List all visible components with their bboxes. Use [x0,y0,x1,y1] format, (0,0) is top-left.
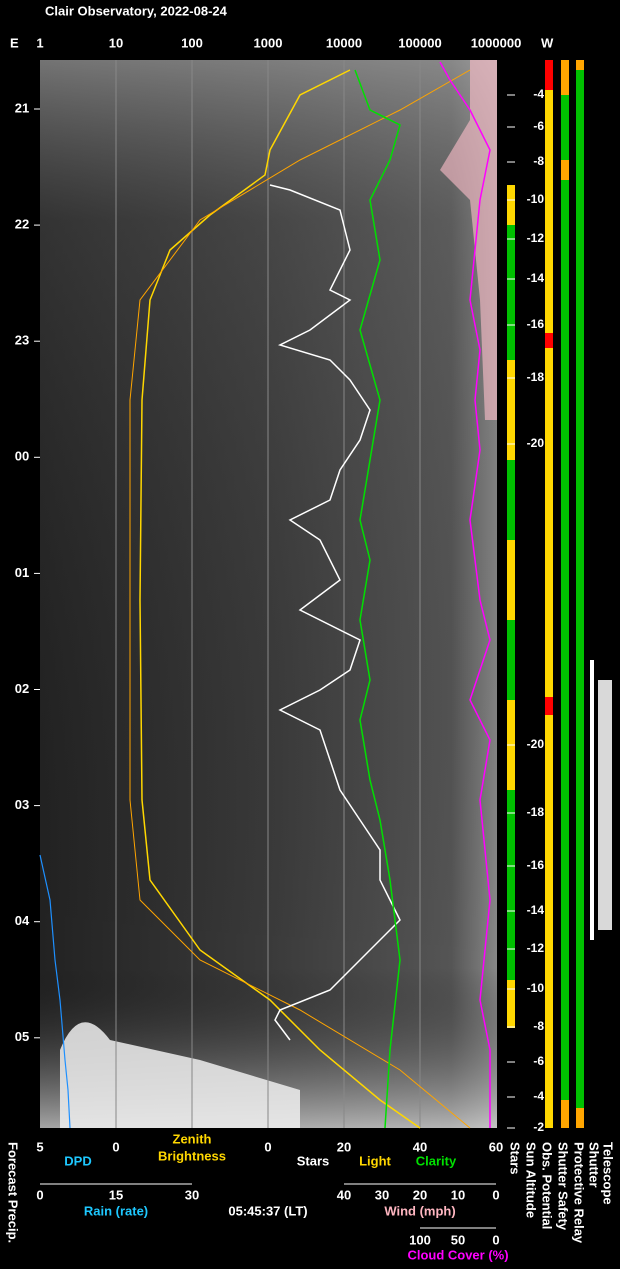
dpd-curve [39,854,71,1129]
sun-altitude-label: -20 [527,737,545,751]
wind-label: Wind (mph) [384,1203,455,1218]
time-label: 05:45:37 (LT) [228,1203,307,1218]
sun-altitude-label: -14 [527,271,545,285]
side-label: Protective Relay [572,1142,587,1244]
sun-altitude-label: -16 [527,317,545,331]
hour-label: 23 [15,333,29,348]
bottom-tick-label: 0 [112,1139,119,1154]
rain-tick-label: 30 [185,1187,199,1202]
top-tick-label: 1000 [254,35,283,50]
zenith-label: Zenith [173,1131,212,1146]
bottom-tick-label: 60 [489,1139,503,1154]
top-tick-label: 10 [109,35,123,50]
title: Clair Observatory, 2022-08-24 [45,3,228,18]
clarity-label: Clarity [416,1153,457,1168]
top-tick-label: 100000 [398,35,441,50]
wind-tick-label: 30 [375,1187,389,1202]
bottom-tick-label: 5 [36,1139,43,1154]
stars-label: Stars [297,1153,330,1168]
sun-altitude-label: -6 [533,1054,544,1068]
rain-tick-label: 0 [36,1187,43,1202]
hour-label: 02 [15,681,29,696]
bottom-tick-label: 20 [337,1139,351,1154]
zenith-brightness-curve [139,69,421,1129]
top-tick-label: 100 [181,35,203,50]
east-label: E [10,35,19,50]
sun-altitude-label: -2 [533,1120,544,1134]
hour-label: 04 [15,913,30,928]
wind-tick-label: 20 [413,1187,427,1202]
clarity-curve [354,69,401,1129]
hour-label: 21 [15,100,29,115]
wind-area [440,60,497,420]
side-label: Sun Altitude [524,1142,539,1218]
sun-altitude-label: -6 [533,119,544,133]
cloud-cover-curve [439,61,491,1128]
sun-altitude-label: -10 [527,981,545,995]
top-tick-label: 10000 [326,35,362,50]
rain-label: Rain (rate) [84,1203,148,1218]
sun-altitude-label: -16 [527,858,545,872]
hour-label: 05 [15,1029,29,1044]
west-label: W [541,35,554,50]
sun-altitude-label: -8 [533,154,544,168]
sun-altitude-label: -18 [527,370,545,384]
grid [115,60,421,1128]
status-bars [507,60,612,1128]
cloud-label: Cloud Cover (%) [407,1247,508,1262]
sun-altitude-label: -20 [527,436,545,450]
bottom-tick-label: 40 [413,1139,427,1154]
hour-label: 00 [15,449,29,464]
model-brightness-curve [129,69,471,1129]
sun-altitude-label: -14 [527,903,545,917]
sun-altitude-label: -4 [533,87,544,101]
wind-tick-label: 40 [337,1187,351,1202]
side-label: Obs. Potential [540,1142,555,1229]
top-tick-label: 1000000 [471,35,522,50]
hour-label: 03 [15,797,29,812]
cloud-tick-label: 0 [492,1232,499,1247]
sun-altitude-label: -12 [527,941,545,955]
sun-altitude-label: -18 [527,805,545,819]
hour-label: 22 [15,217,29,232]
rain-tick-label: 15 [109,1187,123,1202]
side-label: Shutter Safety [556,1142,571,1231]
dawn-glow [60,1022,300,1128]
wind-tick-label: 10 [451,1187,465,1202]
side-label: Shutter [587,1142,602,1188]
dpd-label: DPD [64,1153,91,1168]
side-label: Telescope [601,1142,616,1205]
cloud-tick-label: 100 [409,1232,431,1247]
sun-altitude-label: -4 [533,1089,544,1103]
brightness-label: Brightness [158,1148,226,1163]
sun-altitude-label: -10 [527,192,545,206]
light-label: Light [359,1153,391,1168]
hour-label: 01 [15,565,29,580]
sun-altitude-label: -8 [533,1019,544,1033]
cloud-tick-label: 50 [451,1232,465,1247]
bottom-tick-label: 0 [264,1139,271,1154]
side-label: Forecast Precip. [6,1142,21,1243]
side-label: Stars [508,1142,523,1175]
sun-altitude-label: -12 [527,231,545,245]
top-tick-label: 1 [36,35,43,50]
wind-tick-label: 0 [492,1187,499,1202]
